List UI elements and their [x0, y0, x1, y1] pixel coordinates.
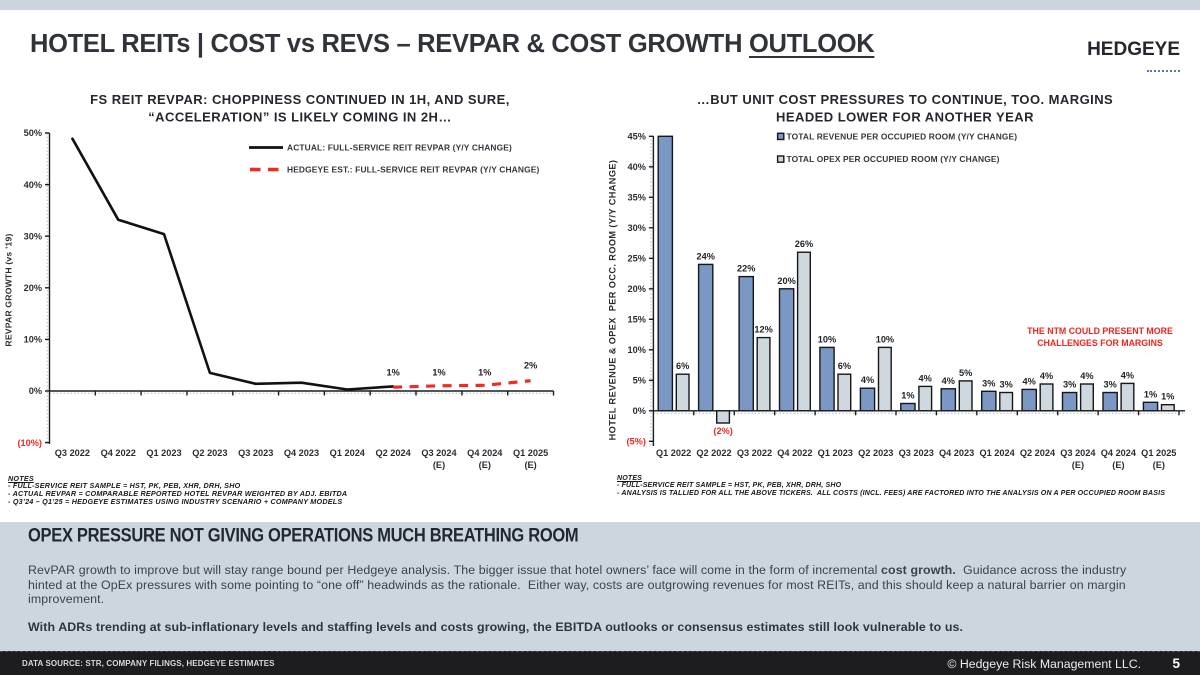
svg-text:4%: 4%: [1023, 376, 1036, 386]
svg-text:FS REIT REVPAR: CHOPPINESS CON: FS REIT REVPAR: CHOPPINESS CONTINUED IN …: [90, 92, 510, 107]
svg-text:6%: 6%: [838, 361, 851, 371]
svg-text:Q2 2022: Q2 2022: [696, 448, 731, 458]
svg-text:1%: 1%: [386, 368, 399, 378]
svg-text:Q4 2023: Q4 2023: [939, 448, 974, 458]
svg-text:20%: 20%: [777, 276, 795, 286]
svg-text:Q1 2024: Q1 2024: [979, 448, 1015, 458]
svg-text:4%: 4%: [861, 375, 874, 385]
svg-text:20%: 20%: [628, 284, 646, 294]
svg-text:Q2 2023: Q2 2023: [858, 448, 893, 458]
svg-text:(E): (E): [433, 460, 445, 470]
svg-text:3%: 3%: [999, 380, 1012, 390]
svg-text:5%: 5%: [959, 368, 972, 378]
svg-text:Q3 2024: Q3 2024: [421, 448, 457, 458]
svg-text:5%: 5%: [633, 376, 646, 386]
svg-text:10%: 10%: [24, 335, 42, 345]
svg-text:50%: 50%: [24, 128, 42, 138]
svg-text:30%: 30%: [628, 223, 646, 233]
svg-text:ACTUAL: FULL-SERVICE REIT REVP: ACTUAL: FULL-SERVICE REIT REVPAR (Y/Y CH…: [287, 143, 512, 153]
svg-text:1%: 1%: [1144, 389, 1157, 399]
svg-text:12%: 12%: [754, 325, 772, 335]
svg-text:Q4 2022: Q4 2022: [101, 448, 136, 458]
svg-text:Q3 2023: Q3 2023: [899, 448, 934, 458]
svg-text:4%: 4%: [919, 373, 932, 383]
svg-text:HOTEL REVENUE & OPEX PER OCC.: HOTEL REVENUE & OPEX PER OCC. ROOM (Y/Y …: [608, 160, 618, 441]
svg-text:HEADED LOWER FOR ANOTHER YEAR: HEADED LOWER FOR ANOTHER YEAR: [776, 110, 1034, 125]
svg-text:1%: 1%: [1161, 392, 1174, 402]
svg-text:30%: 30%: [24, 231, 42, 241]
svg-text:40%: 40%: [628, 162, 646, 172]
svg-text:4%: 4%: [942, 376, 955, 386]
svg-text:3%: 3%: [982, 378, 995, 388]
svg-text:0%: 0%: [633, 406, 646, 416]
svg-text:22%: 22%: [737, 264, 755, 274]
svg-text:(E): (E): [479, 460, 491, 470]
svg-text:Q1 2025: Q1 2025: [1141, 448, 1176, 458]
svg-text:HEDGEYE EST.: FULL-SERVICE REI: HEDGEYE EST.: FULL-SERVICE REIT REVPAR (…: [287, 165, 539, 175]
svg-text:25%: 25%: [628, 254, 646, 264]
svg-text:CHALLENGES FOR MARGINS: CHALLENGES FOR MARGINS: [1037, 338, 1163, 348]
svg-text:10%: 10%: [818, 334, 836, 344]
svg-text:3%: 3%: [1063, 380, 1076, 390]
svg-text:(2%): (2%): [713, 426, 732, 436]
svg-text:Q3 2022: Q3 2022: [737, 448, 772, 458]
svg-text:Q1 2023: Q1 2023: [818, 448, 853, 458]
svg-text:Q1 2022: Q1 2022: [656, 448, 691, 458]
svg-text:1%: 1%: [432, 368, 445, 378]
svg-text:1%: 1%: [901, 391, 914, 401]
svg-text:REVPAR GROWTH (vs ’19): REVPAR GROWTH (vs ’19): [4, 233, 14, 346]
svg-text:(E): (E): [1072, 460, 1084, 470]
svg-text:20%: 20%: [24, 283, 42, 293]
svg-text:4%: 4%: [1080, 371, 1093, 381]
svg-text:THE NTM COULD PRESENT MORE: THE NTM COULD PRESENT MORE: [1027, 326, 1173, 336]
svg-text:3%: 3%: [1103, 380, 1116, 390]
svg-text:Q4 2024: Q4 2024: [467, 448, 503, 458]
svg-text:Q2 2024: Q2 2024: [1020, 448, 1056, 458]
svg-text:10%: 10%: [876, 334, 894, 344]
svg-text:24%: 24%: [697, 251, 715, 261]
svg-text:(E): (E): [1112, 460, 1124, 470]
svg-text:1%: 1%: [478, 368, 491, 378]
svg-text:“ACCELERATION” IS LIKELY COMIN: “ACCELERATION” IS LIKELY COMING IN 2H…: [148, 110, 452, 125]
svg-text:(E): (E): [524, 460, 536, 470]
svg-text:4%: 4%: [1121, 370, 1134, 380]
svg-text:0%: 0%: [29, 386, 42, 396]
svg-text:26%: 26%: [795, 239, 813, 249]
svg-text:4%: 4%: [1040, 371, 1053, 381]
svg-text:(5%): (5%): [626, 437, 645, 447]
svg-text:Q4 2024: Q4 2024: [1101, 448, 1137, 458]
svg-text:35%: 35%: [628, 193, 646, 203]
svg-text:Q2 2024: Q2 2024: [375, 448, 411, 458]
svg-text:10%: 10%: [628, 345, 646, 355]
svg-text:15%: 15%: [628, 315, 646, 325]
svg-text:TOTAL OPEX PER OCCUPIED ROOM (: TOTAL OPEX PER OCCUPIED ROOM (Y/Y CHANGE…: [787, 154, 1000, 164]
svg-text:Q1 2024: Q1 2024: [330, 448, 366, 458]
svg-text:Q2 2023: Q2 2023: [192, 448, 227, 458]
svg-text:Q1 2025: Q1 2025: [513, 448, 548, 458]
svg-text:Q3 2024: Q3 2024: [1060, 448, 1096, 458]
svg-text:40%: 40%: [24, 180, 42, 190]
svg-text:…BUT UNIT COST PRESSURES TO CO: …BUT UNIT COST PRESSURES TO CONTINUE, TO…: [697, 92, 1113, 107]
svg-text:Q1 2023: Q1 2023: [146, 448, 181, 458]
svg-text:TOTAL REVENUE PER OCCUPIED ROO: TOTAL REVENUE PER OCCUPIED ROOM (Y/Y CHA…: [787, 132, 1018, 142]
svg-text:Q4 2023: Q4 2023: [284, 448, 319, 458]
svg-text:6%: 6%: [676, 361, 689, 371]
svg-text:Q4 2022: Q4 2022: [777, 448, 812, 458]
svg-text:45%: 45%: [628, 132, 646, 142]
svg-text:(E): (E): [1153, 460, 1165, 470]
svg-text:Q3 2023: Q3 2023: [238, 448, 273, 458]
svg-text:2%: 2%: [524, 361, 537, 371]
svg-text:Q3 2022: Q3 2022: [55, 448, 90, 458]
svg-text:(10%): (10%): [17, 438, 42, 448]
